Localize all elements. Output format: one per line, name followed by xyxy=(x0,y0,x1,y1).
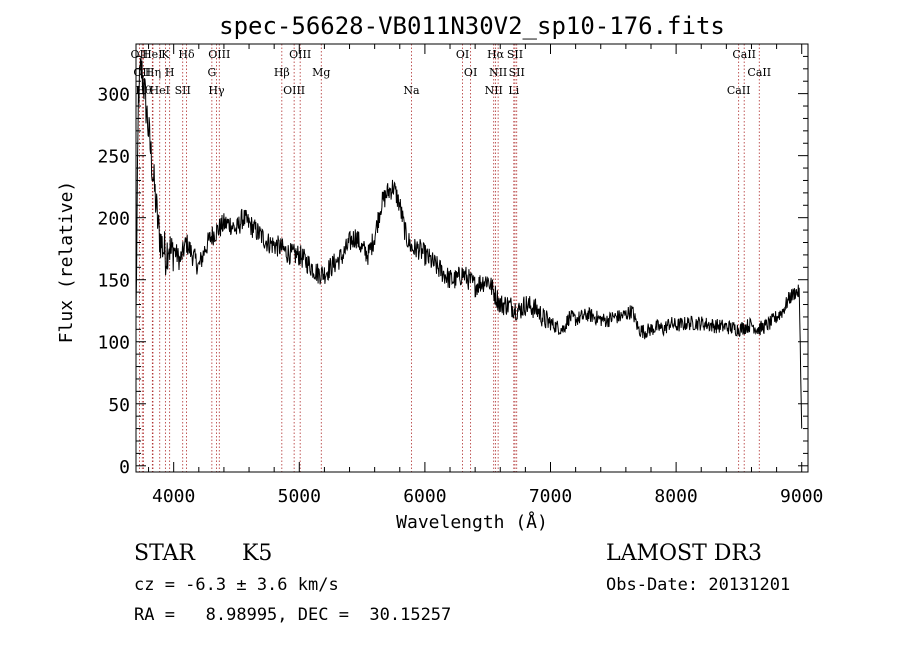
marker-label: OII xyxy=(131,48,149,61)
marker-label: Hδ xyxy=(178,48,195,61)
star-subclass: K5 xyxy=(242,541,272,566)
chart-title: spec-56628-VB011N30V2_sp10-176.fits xyxy=(219,12,725,40)
marker-label: Hα xyxy=(487,48,505,61)
marker-label: K xyxy=(161,48,170,61)
y-tick-label: 50 xyxy=(108,395,130,416)
marker-label: OII xyxy=(133,66,151,79)
y-tick-label: 100 xyxy=(97,333,130,354)
y-tick-label: 150 xyxy=(97,271,130,292)
marker-label: NII xyxy=(489,66,507,79)
marker-label: Hβ xyxy=(274,66,290,79)
marker-label: CaII xyxy=(747,66,771,79)
marker-label: Li xyxy=(508,84,519,97)
y-tick-label: 200 xyxy=(97,209,130,230)
y-tick-label: 300 xyxy=(97,85,130,106)
marker-label: HeI xyxy=(142,48,162,61)
marker-label: G xyxy=(207,66,216,79)
line-marker-labels: OIIOIIHθHeIHηHeIKHSIIHδGHγOIIIHβOIIIOIII… xyxy=(131,48,772,97)
star-class: STAR xyxy=(134,541,196,566)
obs-date: Obs-Date: 20131201 xyxy=(606,575,790,595)
survey-name: LAMOST DR3 xyxy=(606,541,762,566)
marker-label: SII xyxy=(507,48,523,61)
marker-label: SII xyxy=(175,84,191,97)
marker-label: Hγ xyxy=(208,84,225,97)
cz-value: cz = -6.3 ± 3.6 km/s xyxy=(134,575,339,595)
x-axis-label: Wavelength (Å) xyxy=(396,511,548,533)
marker-label: CaII xyxy=(727,84,751,97)
x-tick-label: 6000 xyxy=(403,486,446,507)
y-axis-label: Flux (relative) xyxy=(56,181,77,344)
marker-label: HeI xyxy=(150,84,170,97)
marker-label: OIII xyxy=(283,84,305,97)
x-tick-label: 4000 xyxy=(152,486,195,507)
x-tick-label: 9000 xyxy=(780,486,823,507)
marker-label: Na xyxy=(403,84,420,97)
x-tick-label: 5000 xyxy=(278,486,321,507)
marker-label: OI xyxy=(456,48,469,61)
marker-label: Mg xyxy=(312,66,330,79)
x-tick-label: 8000 xyxy=(654,486,697,507)
marker-label: OIII xyxy=(208,48,230,61)
y-tick-label: 0 xyxy=(119,457,130,478)
axes: 4000 5000 6000 7000 8000 9000 0 50 100 150 200 250 3… xyxy=(97,44,823,507)
marker-label: OI xyxy=(464,66,477,79)
marker-label: OIII xyxy=(289,48,311,61)
line-markers xyxy=(138,44,760,472)
marker-label: NII xyxy=(485,84,503,97)
marker-label: SII xyxy=(509,66,525,79)
marker-label: CaII xyxy=(732,48,756,61)
x-tick-label: 7000 xyxy=(529,486,572,507)
marker-label: Hη xyxy=(145,66,161,79)
coordinates: RA = 8.98995, DEC = 30.15257 xyxy=(134,605,451,625)
marker-label: H xyxy=(165,66,175,79)
y-tick-label: 250 xyxy=(97,147,130,168)
plot-frame xyxy=(135,43,809,473)
spectrum-line xyxy=(135,57,803,429)
marker-label: Hθ xyxy=(135,84,152,97)
